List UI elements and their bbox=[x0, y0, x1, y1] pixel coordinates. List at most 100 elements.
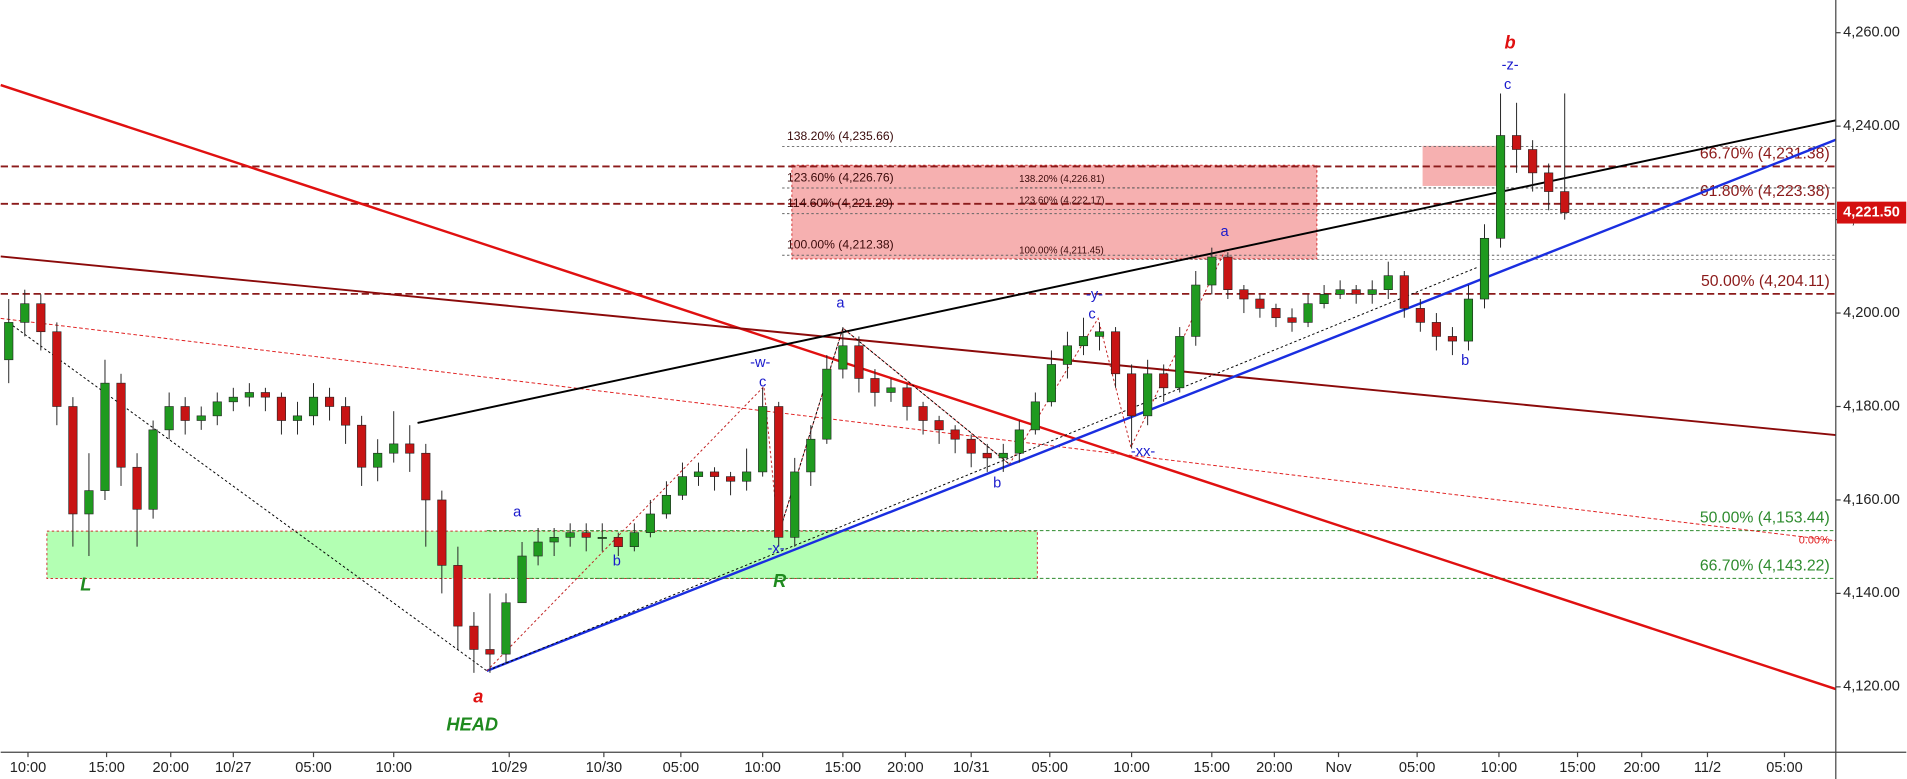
candle-body bbox=[806, 438, 816, 473]
level-label: 66.70% (4,231.38) bbox=[1700, 145, 1830, 162]
candle-body bbox=[613, 537, 623, 547]
candle-body bbox=[661, 494, 671, 515]
candle-body bbox=[677, 476, 688, 496]
candle-body bbox=[1111, 331, 1121, 375]
x-tick-label: 10:00 bbox=[10, 760, 46, 776]
candle-body bbox=[421, 452, 431, 501]
wave-label: a bbox=[836, 296, 845, 312]
candle-body bbox=[774, 406, 784, 538]
wave-label: -x- bbox=[768, 541, 785, 557]
candle-body bbox=[790, 471, 800, 538]
candle-body bbox=[1351, 289, 1361, 295]
trend-line bbox=[417, 119, 1837, 424]
candle-body bbox=[1528, 149, 1538, 174]
x-tick-label: 10/30 bbox=[586, 760, 622, 776]
candle-body bbox=[1271, 308, 1281, 319]
candle-body bbox=[1143, 373, 1153, 417]
candle-body bbox=[838, 345, 848, 370]
wave-label: a bbox=[1220, 224, 1229, 240]
candle-body bbox=[228, 396, 238, 403]
candle-body bbox=[1560, 191, 1570, 213]
candle-body bbox=[1223, 256, 1233, 290]
y-tick-label: 4,140.00 bbox=[1843, 585, 1900, 601]
candle-body bbox=[1062, 345, 1072, 365]
candle-body bbox=[982, 452, 992, 459]
candle-body bbox=[469, 625, 479, 650]
trend-lines bbox=[0, 83, 1837, 691]
pattern-label: R bbox=[773, 571, 787, 591]
wave-label: b bbox=[1461, 353, 1469, 369]
candle-body bbox=[196, 415, 206, 421]
candle-body bbox=[453, 565, 463, 627]
wave-line bbox=[12, 325, 488, 672]
x-tick-label: 05:00 bbox=[663, 760, 699, 776]
trend-line bbox=[0, 317, 1836, 542]
y-tick-label: 4,260.00 bbox=[1843, 25, 1900, 41]
level-label: 123.60% (4,226.76) bbox=[787, 171, 894, 185]
candle-body bbox=[20, 303, 30, 323]
candle-body bbox=[52, 331, 62, 407]
x-tick-label: 10:00 bbox=[744, 760, 780, 776]
candle-body bbox=[758, 406, 768, 473]
candle-body bbox=[1415, 308, 1425, 323]
candle-body bbox=[1191, 284, 1201, 337]
candle-body bbox=[581, 532, 591, 538]
pink-zone bbox=[791, 164, 1318, 260]
wave-line bbox=[492, 266, 1478, 669]
level-label: 114.60% (4,221.29) bbox=[787, 196, 893, 210]
candle-body bbox=[100, 382, 110, 491]
x-tick-label: 05:00 bbox=[295, 760, 331, 776]
candle-body bbox=[148, 429, 158, 510]
candle-body bbox=[1094, 331, 1105, 337]
x-tick-label: 15:00 bbox=[1194, 760, 1230, 776]
candle-body bbox=[517, 555, 527, 604]
candle-body bbox=[549, 537, 559, 543]
level-label: 138.20% (4,226.81) bbox=[1019, 174, 1104, 185]
trend-line bbox=[486, 138, 1837, 672]
candle-body bbox=[1399, 275, 1409, 309]
pattern-label: HEAD bbox=[446, 714, 498, 734]
candle-body bbox=[1447, 336, 1457, 342]
x-tick-label: 10:00 bbox=[1113, 760, 1149, 776]
level-label: 50.00% (4,204.11) bbox=[1701, 273, 1830, 290]
y-tick-label: 4,200.00 bbox=[1843, 305, 1900, 321]
candle-body bbox=[533, 541, 543, 557]
candle-body bbox=[389, 443, 399, 454]
candle-body bbox=[597, 537, 607, 539]
last-price-box bbox=[1837, 201, 1907, 224]
axis-labels: 4,260.004,240.004,220.004,200.004,180.00… bbox=[10, 25, 1907, 776]
wave-label: -w- bbox=[750, 355, 770, 371]
candle-body bbox=[4, 322, 14, 361]
candle-body bbox=[501, 602, 511, 655]
candle-body bbox=[324, 396, 335, 407]
y-tick-label: 4,180.00 bbox=[1843, 398, 1900, 414]
candle-body bbox=[1046, 364, 1056, 403]
candle-body bbox=[1207, 256, 1217, 286]
candle-body bbox=[565, 532, 575, 538]
y-tick-label: 4,160.00 bbox=[1843, 492, 1900, 508]
candle-body bbox=[36, 303, 46, 333]
candle-body bbox=[116, 382, 126, 468]
x-tick-label: Nov bbox=[1326, 760, 1353, 776]
candle-body bbox=[1159, 373, 1169, 389]
pattern-label: L bbox=[80, 575, 91, 595]
x-tick-label: 10:00 bbox=[375, 760, 411, 776]
candle-body bbox=[1255, 298, 1265, 309]
candle-body bbox=[1303, 303, 1313, 323]
candle-body bbox=[357, 424, 367, 468]
candle-body bbox=[902, 387, 912, 407]
candle-body bbox=[341, 406, 351, 426]
candle-body bbox=[870, 378, 880, 393]
zones bbox=[46, 145, 1498, 579]
wave-label: a bbox=[513, 505, 522, 521]
candle-body bbox=[726, 476, 736, 482]
candle-body bbox=[1175, 336, 1185, 389]
x-tick-label: 10/31 bbox=[953, 760, 989, 776]
level-label: 0.00% bbox=[1799, 535, 1830, 547]
level-label: 123.60% (4,222.17) bbox=[1019, 196, 1104, 207]
candle-body bbox=[292, 415, 303, 421]
